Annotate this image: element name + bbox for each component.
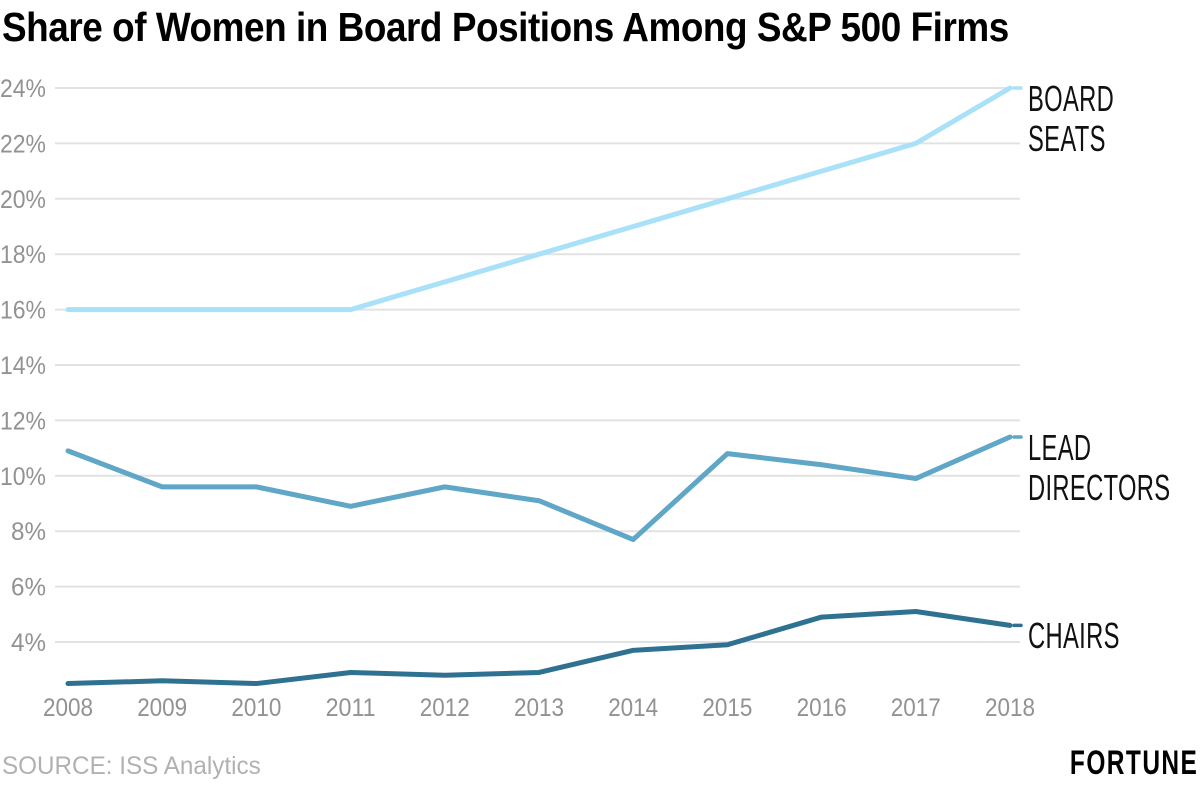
x-tick-label: 2018 — [985, 694, 1035, 722]
data-line-board-seats — [65, 85, 1013, 313]
x-tick-label: 2010 — [231, 694, 281, 722]
x-tick-label: 2017 — [891, 694, 941, 722]
series-label-board-seats: BOARD SEATS — [1028, 78, 1115, 159]
x-tick-label: 2008 — [43, 694, 93, 722]
y-tick-label: 8% — [11, 518, 46, 546]
x-tick-label: 2015 — [702, 694, 752, 722]
series-label-lead-directors: LEAD DIRECTORS — [1028, 427, 1171, 509]
series-label-chairs: CHAIRS — [1028, 615, 1120, 657]
data-line-chairs — [65, 609, 1013, 687]
y-tick-label: 10% — [0, 463, 46, 491]
source-credit: SOURCE: ISS Analytics — [2, 752, 261, 780]
x-tick-label: 2014 — [608, 694, 658, 722]
y-tick-label: 14% — [0, 352, 46, 380]
data-line-lead-directors — [65, 434, 1013, 543]
y-tick-label: 12% — [0, 407, 46, 435]
chart-title: Share of Women in Board Positions Among … — [2, 4, 1009, 50]
y-tick-label: 16% — [0, 297, 46, 325]
y-tick-label: 18% — [0, 241, 46, 269]
x-tick-label: 2016 — [797, 694, 847, 722]
x-tick-label: 2012 — [420, 694, 470, 722]
y-tick-label: 4% — [11, 629, 46, 657]
y-tick-label: 22% — [0, 130, 46, 158]
x-tick-label: 2011 — [326, 694, 376, 722]
y-tick-label: 24% — [0, 75, 46, 103]
y-tick-label: 20% — [0, 186, 46, 214]
y-tick-label: 6% — [11, 574, 46, 602]
line-chart-plot-area: 4% 6% 8% 10% 12% 14% 16% 18% 20% 22% 24% 2008 2009 20… — [0, 75, 1035, 722]
fortune-logo: FORTUNE — [1069, 744, 1198, 782]
x-tick-label: 2009 — [137, 694, 187, 722]
x-tick-label: 2013 — [514, 694, 564, 722]
